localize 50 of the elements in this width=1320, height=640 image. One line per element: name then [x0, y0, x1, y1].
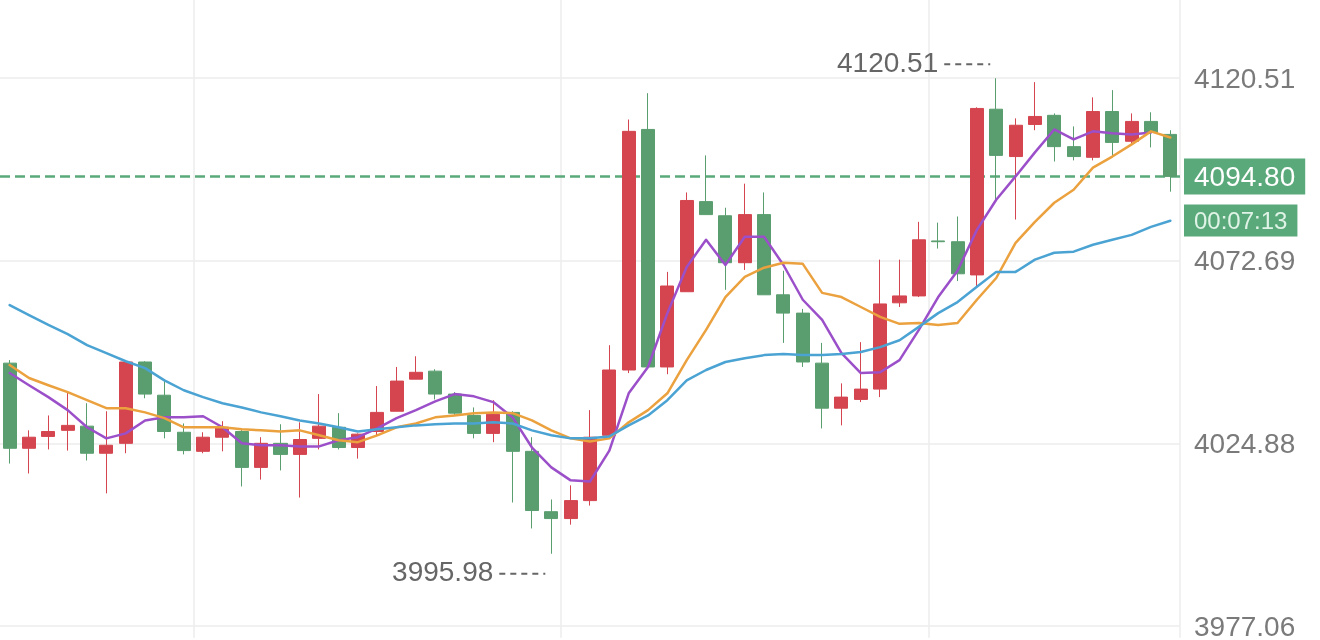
y-tick-label: 4120.51 — [1194, 62, 1296, 94]
candlestick — [776, 270, 790, 344]
candlestick — [428, 368, 442, 400]
candlestick — [912, 221, 926, 298]
candlestick — [22, 429, 36, 474]
ref-line-label: 4094.80 — [1194, 160, 1296, 192]
candlestick — [80, 402, 94, 462]
candlestick — [235, 427, 249, 487]
annotation: 3995.98 — [392, 556, 494, 588]
candlestick — [602, 344, 616, 438]
candlestick — [660, 271, 674, 375]
candlestick — [564, 484, 578, 526]
candlestick — [738, 183, 752, 271]
candlestick — [834, 382, 848, 426]
y-tick-label: 3977.06 — [1194, 610, 1296, 640]
candlestick — [448, 391, 462, 416]
candlestick — [99, 410, 113, 494]
candlestick — [931, 222, 945, 250]
candlestick — [718, 207, 732, 291]
y-tick-label: 4024.88 — [1194, 427, 1296, 459]
candlestick — [1009, 117, 1023, 221]
y-tick-label: 4072.69 — [1194, 245, 1296, 277]
candlestick — [892, 259, 907, 308]
line-series — [8, 219, 1172, 440]
candlestick — [1086, 96, 1100, 161]
candlestick — [409, 355, 423, 380]
candlestick — [177, 422, 191, 455]
candlestick — [757, 191, 771, 296]
candlestick — [1067, 125, 1081, 161]
candlestick — [544, 498, 558, 555]
candlestick — [1028, 81, 1042, 131]
candlestick — [254, 436, 268, 481]
candlestick — [680, 191, 694, 293]
candlestick — [61, 391, 75, 452]
candlestick — [525, 436, 539, 529]
candlestick — [1047, 112, 1061, 163]
candlestick — [196, 431, 210, 454]
candlestick — [390, 366, 404, 412]
candlestick — [873, 259, 887, 398]
candlestick — [119, 361, 133, 454]
candlestick — [854, 341, 868, 403]
candlestick — [622, 119, 636, 374]
candlestick — [41, 414, 55, 450]
candlestick — [3, 359, 17, 465]
candlestick — [138, 360, 152, 399]
annotation: 4120.51 — [837, 46, 939, 78]
candlestick — [796, 308, 810, 368]
candlestick — [815, 342, 829, 429]
candlestick — [1105, 89, 1119, 158]
text: 00:07:13 — [1194, 206, 1288, 234]
